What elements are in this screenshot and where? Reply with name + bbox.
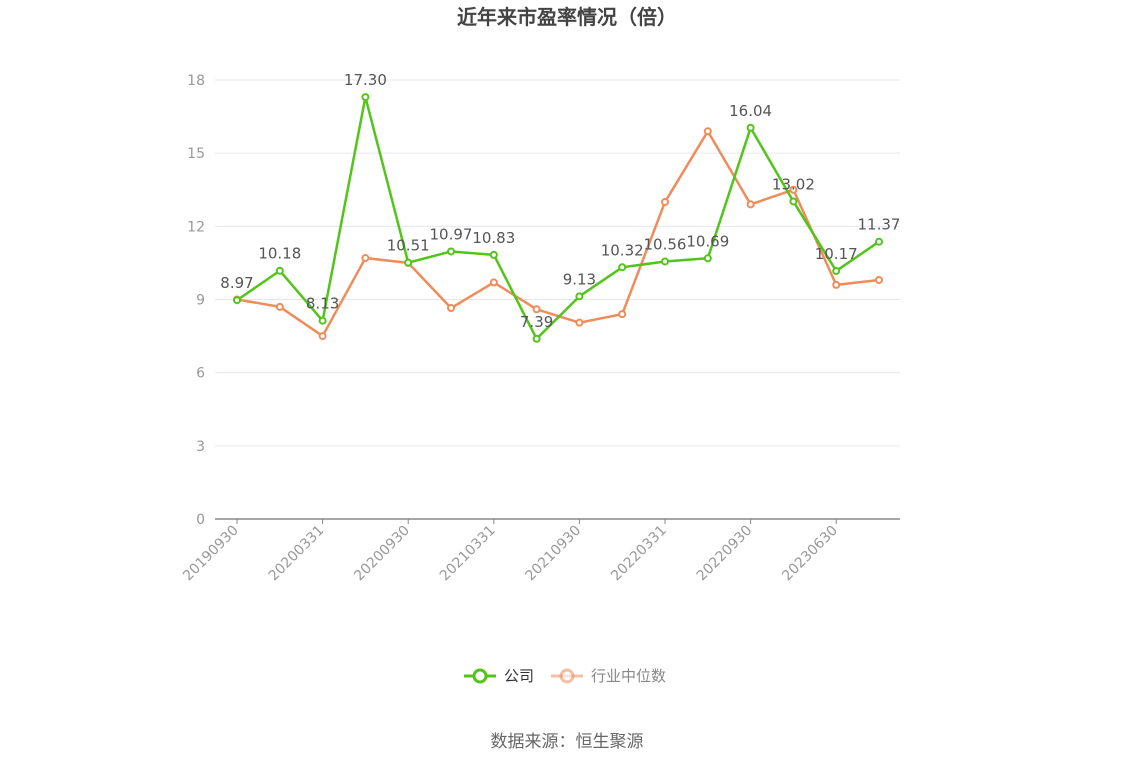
industry-median-data-point[interactable] [532, 305, 541, 314]
company-data-label: 17.30 [344, 71, 387, 89]
company-data-point[interactable] [832, 266, 841, 275]
industry-median-data-point[interactable] [875, 275, 883, 284]
company-data-label: 9.13 [563, 270, 596, 288]
company-data-point[interactable] [489, 250, 498, 259]
y-tick-label: 15 [187, 146, 205, 162]
company-data-point[interactable] [404, 258, 413, 267]
grid-lines [215, 79, 900, 447]
company-data-point[interactable] [618, 263, 627, 272]
x-tick-label: 20200331 [266, 523, 328, 585]
company-data-label: 7.39 [520, 313, 553, 331]
company-data-label: 8.13 [306, 295, 339, 313]
company-data-label: 16.04 [729, 102, 772, 120]
company-data-label: 10.51 [387, 237, 430, 255]
x-tick-label: 20230630 [779, 523, 841, 585]
industry-median-data-point[interactable] [489, 278, 498, 287]
company-data-point[interactable] [789, 197, 798, 206]
industry-median-data-point[interactable] [618, 310, 627, 319]
legend[interactable]: 公司 行业中位数 [464, 667, 666, 685]
y-tick-label: 9 [196, 293, 205, 309]
legend-company-marker-icon [472, 668, 488, 684]
industry-median-data-point[interactable] [361, 254, 370, 263]
industry-median-data-point[interactable] [447, 304, 455, 313]
company-data-point[interactable] [233, 296, 241, 305]
industry-median-data-point[interactable] [832, 280, 841, 289]
company-data-point[interactable] [661, 257, 669, 266]
x-tick-label: 20220930 [694, 523, 756, 585]
company-data-point[interactable] [575, 292, 584, 301]
company-data-point[interactable] [746, 123, 755, 132]
x-tick-label: 20210930 [523, 523, 585, 585]
industry-median-data-point[interactable] [703, 127, 712, 136]
company-data-point[interactable] [361, 93, 370, 102]
x-tick-label: 20190930 [180, 523, 242, 585]
company-data-point[interactable] [447, 247, 455, 256]
company-data-label: 10.18 [258, 245, 301, 263]
legend-industry-label: 行业中位数 [591, 667, 666, 685]
legend-industry-marker-icon [559, 668, 575, 684]
company-data-point[interactable] [275, 266, 284, 275]
legend-company-label: 公司 [504, 667, 534, 685]
company-data-label: 8.97 [220, 274, 253, 292]
data-source-note: 数据来源：恒生聚源 [491, 732, 644, 752]
x-tick-label: 20220331 [608, 523, 670, 585]
company-data-point[interactable] [703, 254, 712, 263]
industry-median-data-point[interactable] [318, 332, 327, 341]
company-data-label: 10.56 [644, 235, 687, 253]
legend-item-company[interactable]: 公司 [464, 667, 534, 685]
company-data-label: 10.17 [815, 245, 858, 263]
company-data-point[interactable] [318, 316, 327, 325]
y-tick-label: 6 [196, 366, 205, 382]
industry-median-data-point[interactable] [575, 318, 584, 327]
company-series-line [236, 95, 880, 341]
company-data-label: 11.37 [858, 216, 901, 234]
legend-item-industry-median[interactable]: 行业中位数 [551, 667, 666, 685]
company-data-label: 10.97 [430, 225, 473, 243]
company-data-point[interactable] [875, 237, 883, 246]
industry-median-data-point[interactable] [746, 200, 755, 209]
chart-title: 近年来市盈率情况（倍） [457, 5, 677, 29]
company-data-point[interactable] [532, 334, 541, 343]
industry-median-data-point[interactable] [661, 197, 669, 206]
y-tick-label: 0 [196, 512, 205, 528]
y-tick-label: 12 [187, 219, 205, 235]
company-data-label: 10.69 [686, 232, 729, 250]
company-data-label: 10.32 [601, 241, 644, 259]
x-tick-label: 20200930 [351, 523, 413, 585]
y-tick-label: 3 [196, 439, 205, 455]
y-tick-label: 18 [187, 73, 205, 89]
company-data-label: 13.02 [772, 175, 815, 193]
series-lines [233, 93, 883, 343]
x-tick-label: 20210331 [437, 523, 499, 585]
industry-median-data-point[interactable] [789, 185, 798, 194]
industry-median-data-point[interactable] [275, 302, 284, 311]
company-data-label: 10.83 [472, 229, 515, 247]
